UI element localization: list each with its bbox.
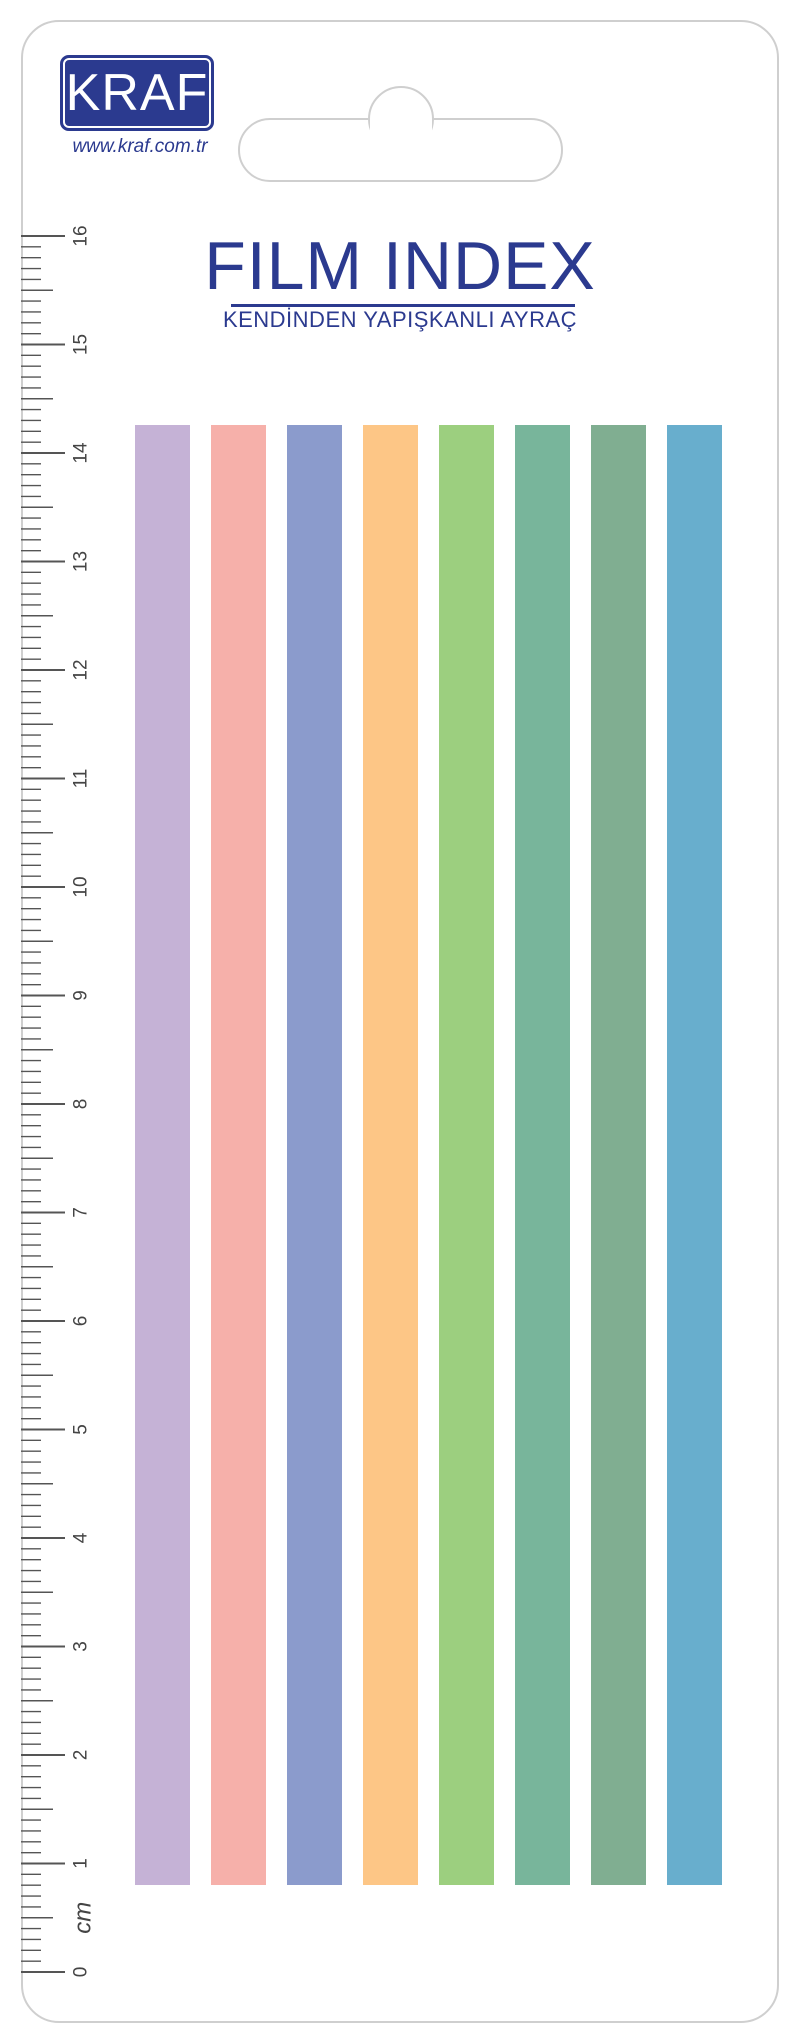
index-flag-sage bbox=[591, 425, 646, 1885]
ruler-label: 1 bbox=[71, 1858, 92, 1869]
website-url: www.kraf.com.tr bbox=[72, 136, 208, 157]
ruler-label: 2 bbox=[71, 1750, 92, 1761]
title-underline bbox=[231, 304, 575, 307]
ruler-unit-label: cm bbox=[70, 1902, 97, 1934]
kraf-logo: KRAF bbox=[60, 55, 214, 131]
ruler: 0 1 2 3 4 5 6 7 8 9 10 11 12 13 14 15 16 cm bbox=[21, 220, 101, 2000]
index-flag-orange bbox=[363, 425, 418, 1885]
ruler-label: 3 bbox=[71, 1641, 92, 1652]
ruler-label: 12 bbox=[71, 659, 92, 680]
index-flag-pink bbox=[211, 425, 266, 1885]
ruler-label: 10 bbox=[71, 876, 92, 897]
ruler-label: 5 bbox=[71, 1424, 92, 1435]
index-flag-blue bbox=[667, 425, 722, 1885]
product-title: FILM INDEX bbox=[204, 228, 596, 304]
product-subtitle: KENDİNDEN YAPIŞKANLI AYRAÇ bbox=[222, 307, 578, 332]
index-flag-green bbox=[439, 425, 494, 1885]
ruler-label: 16 bbox=[71, 225, 92, 246]
ruler-label: 9 bbox=[71, 990, 92, 1001]
ruler-label: 4 bbox=[71, 1532, 92, 1543]
ruler-label: 11 bbox=[71, 769, 92, 789]
ruler-label: 15 bbox=[71, 334, 92, 355]
index-flag-periwinkle bbox=[287, 425, 342, 1885]
ruler-label: 14 bbox=[71, 442, 92, 464]
logo-text: KRAF bbox=[65, 64, 209, 122]
ruler-label: 0 bbox=[71, 1967, 92, 1978]
index-flag-lilac bbox=[135, 425, 190, 1885]
index-flag-teal bbox=[515, 425, 570, 1885]
ruler-label: 8 bbox=[71, 1099, 92, 1110]
ruler-label: 13 bbox=[71, 551, 92, 572]
ruler-label: 7 bbox=[71, 1207, 92, 1218]
index-flags bbox=[135, 425, 722, 1885]
ruler-label: 6 bbox=[71, 1316, 92, 1327]
